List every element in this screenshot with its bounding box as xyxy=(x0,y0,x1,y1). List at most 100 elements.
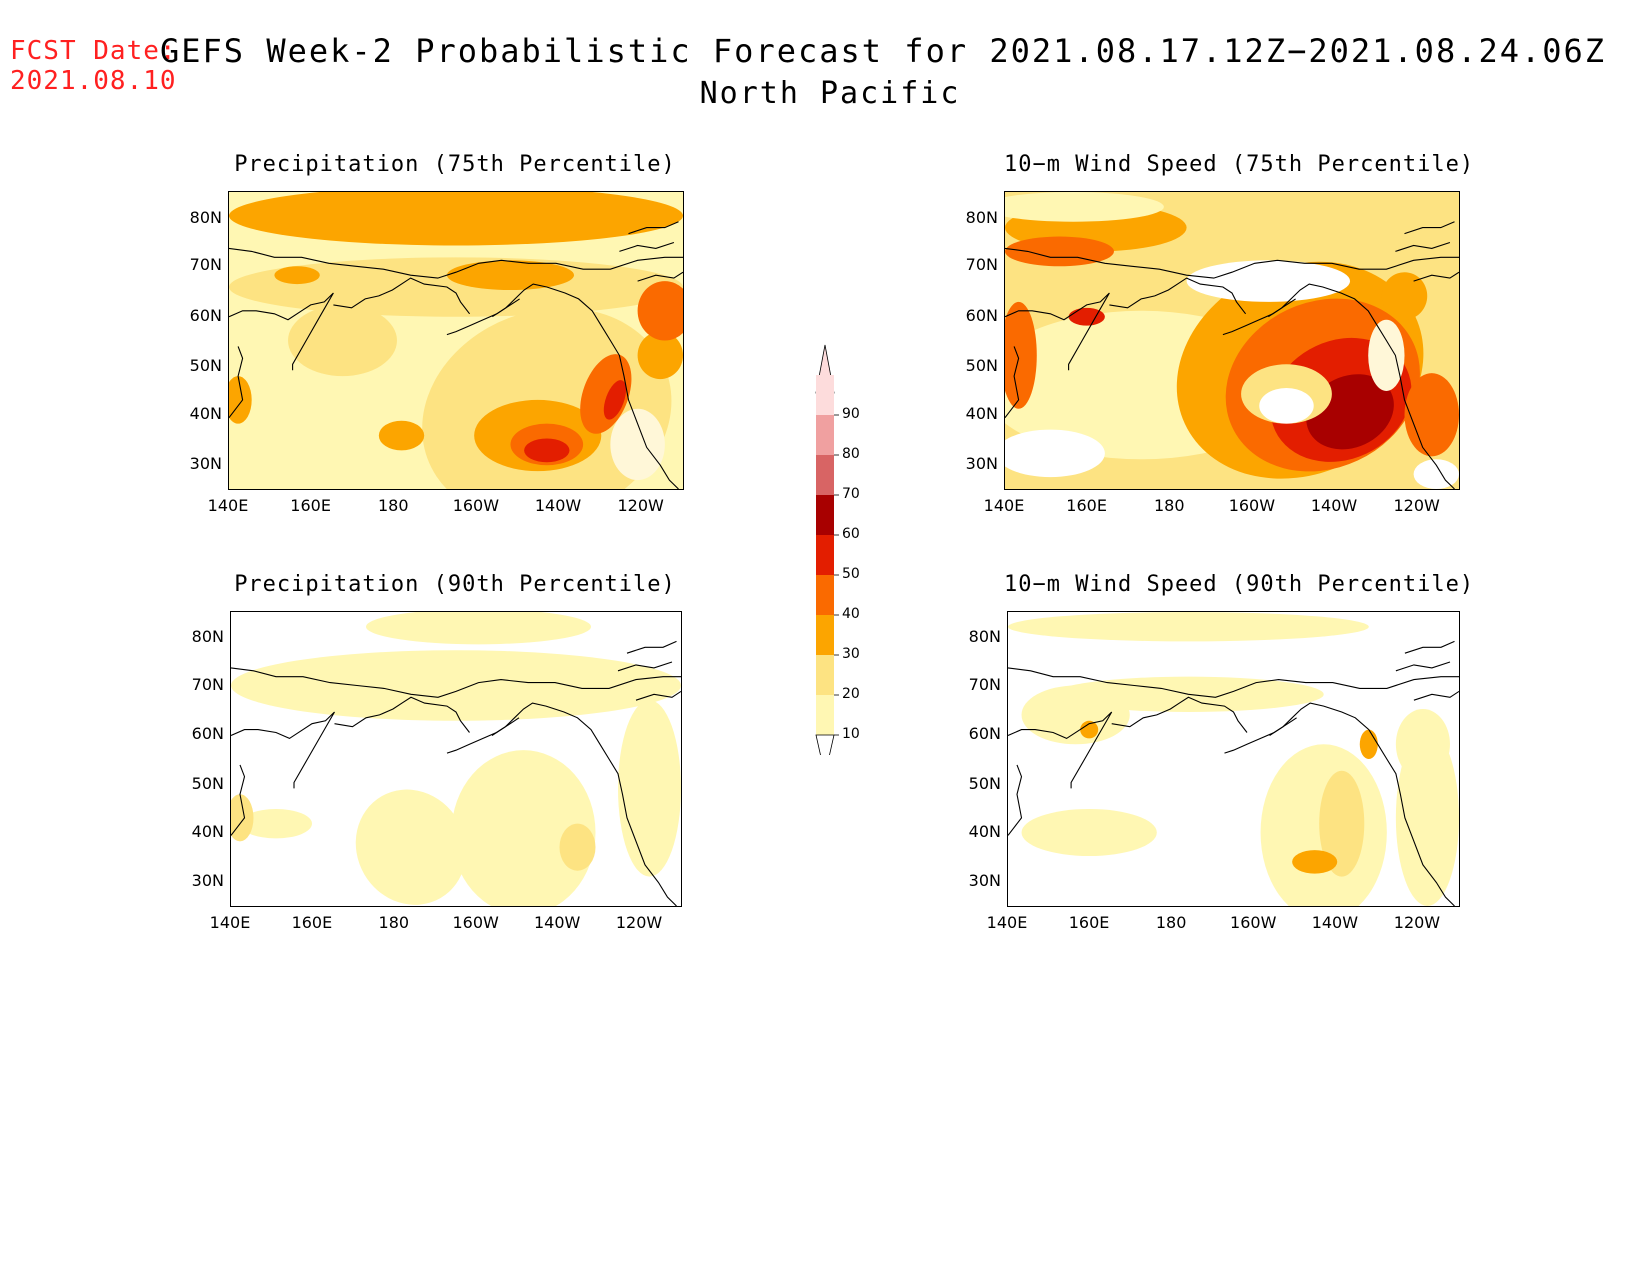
colorbar-segment xyxy=(816,695,834,735)
y-tick-label: 50N xyxy=(968,774,1001,794)
colorbar-segment xyxy=(816,495,834,535)
probability-contour xyxy=(366,612,591,645)
y-tick-label: 50N xyxy=(191,774,224,794)
probability-contour xyxy=(1005,429,1105,478)
colorbar-segment xyxy=(816,655,834,695)
probability-contour xyxy=(1319,770,1365,877)
coastline xyxy=(1005,247,1459,279)
probability-contour xyxy=(1080,720,1099,739)
probability-contour xyxy=(1381,272,1428,320)
probability-contour xyxy=(231,650,681,721)
coastline xyxy=(626,640,677,654)
y-tick-label: 60N xyxy=(191,724,224,744)
coastline xyxy=(333,277,471,315)
x-tick-label: 140E xyxy=(986,913,1028,932)
panel-title-wind75: 10−m Wind Speed (75th Percentile) xyxy=(1004,152,1475,177)
colorbar-label: 40 xyxy=(842,606,860,622)
coastline xyxy=(491,283,679,489)
x-tick-label: 140E xyxy=(207,496,249,515)
probability-contour xyxy=(524,438,570,463)
coastline xyxy=(635,690,681,701)
colorbar-label: 20 xyxy=(842,686,860,702)
coastline xyxy=(334,696,470,733)
y-tick-label: 70N xyxy=(191,674,224,694)
x-tick-label: 180 xyxy=(1153,496,1185,515)
coastline xyxy=(1404,221,1455,235)
probability-contour xyxy=(288,304,397,377)
probability-contour xyxy=(1068,307,1105,326)
probability-contour xyxy=(378,420,425,451)
coastline xyxy=(1222,298,1296,336)
probability-contour xyxy=(229,257,683,317)
coastline xyxy=(1005,292,1110,371)
probability-contour xyxy=(1259,388,1314,424)
probability-contour xyxy=(1021,808,1157,857)
probability-contour xyxy=(274,266,320,285)
y-tick-label: 30N xyxy=(965,454,998,474)
probability-contour xyxy=(229,192,683,246)
coastline xyxy=(1395,241,1451,252)
y-tick-label: 70N xyxy=(968,674,1001,694)
colorbar-label: 60 xyxy=(842,526,860,542)
probability-contour xyxy=(1395,709,1450,780)
map-field xyxy=(231,612,681,906)
x-tick-label: 120W xyxy=(617,496,664,515)
y-tick-label: 80N xyxy=(965,207,998,227)
y-tick-label: 80N xyxy=(968,627,1001,647)
y-tick-label: 80N xyxy=(191,627,224,647)
coastline xyxy=(1404,640,1455,654)
coastline xyxy=(1008,667,1459,698)
y-tick-label: 30N xyxy=(191,871,224,891)
coastline xyxy=(229,346,244,419)
coastline xyxy=(1111,696,1248,733)
probability-contour xyxy=(1008,612,1369,642)
coastline xyxy=(491,702,677,906)
colorbar-label: 10 xyxy=(842,726,860,742)
x-tick-label: 140E xyxy=(209,913,251,932)
coastline xyxy=(231,764,246,836)
probability-contour xyxy=(446,260,575,291)
colorbar: 10 20 30 40 50 60 70 80 90 xyxy=(812,335,882,776)
forecast-date-label: FCST Date: xyxy=(10,36,177,66)
x-tick-label: 160E xyxy=(291,913,333,932)
y-tick-label: 70N xyxy=(965,255,998,275)
x-tick-label: 120W xyxy=(615,913,663,932)
coastline xyxy=(1269,702,1455,906)
colorbar-segment xyxy=(816,615,834,655)
y-tick-label: 40N xyxy=(189,403,222,423)
probability-contour xyxy=(229,376,252,424)
y-tick-label: 70N xyxy=(189,255,222,275)
map-precip90 xyxy=(230,611,682,907)
x-tick-label: 140W xyxy=(1310,496,1358,515)
probability-contour xyxy=(231,794,254,842)
coastline xyxy=(628,221,679,235)
colorbar-label: 80 xyxy=(842,446,860,462)
panel-title-precip75: Precipitation (75th Percentile) xyxy=(234,152,676,177)
coastline xyxy=(1005,346,1020,419)
probability-contour xyxy=(580,354,632,434)
map-precip75 xyxy=(228,191,684,490)
colorbar-segment xyxy=(816,575,834,615)
map-field xyxy=(229,192,683,489)
colorbar-label: 50 xyxy=(842,566,860,582)
coastline xyxy=(1008,711,1113,789)
y-tick-label: 30N xyxy=(968,871,1001,891)
y-tick-label: 80N xyxy=(189,207,222,227)
coastline xyxy=(1109,277,1247,315)
x-tick-label: 160W xyxy=(1230,913,1277,932)
map-wind90 xyxy=(1007,611,1460,907)
x-tick-label: 180 xyxy=(377,496,409,515)
coastline xyxy=(637,271,683,282)
colorbar-segment xyxy=(816,455,834,495)
y-tick-label: 50N xyxy=(965,356,998,376)
probability-contour xyxy=(618,700,681,877)
y-tick-label: 40N xyxy=(965,403,998,423)
probability-contour xyxy=(1292,850,1338,874)
colorbar-segment xyxy=(816,415,834,455)
forecast-date: FCST Date: 2021.08.10 xyxy=(10,36,177,96)
coastline xyxy=(446,298,520,336)
colorbar-svg xyxy=(815,344,839,776)
colorbar-label: 90 xyxy=(842,406,860,422)
coastline xyxy=(446,717,520,754)
coastline xyxy=(1224,717,1297,754)
